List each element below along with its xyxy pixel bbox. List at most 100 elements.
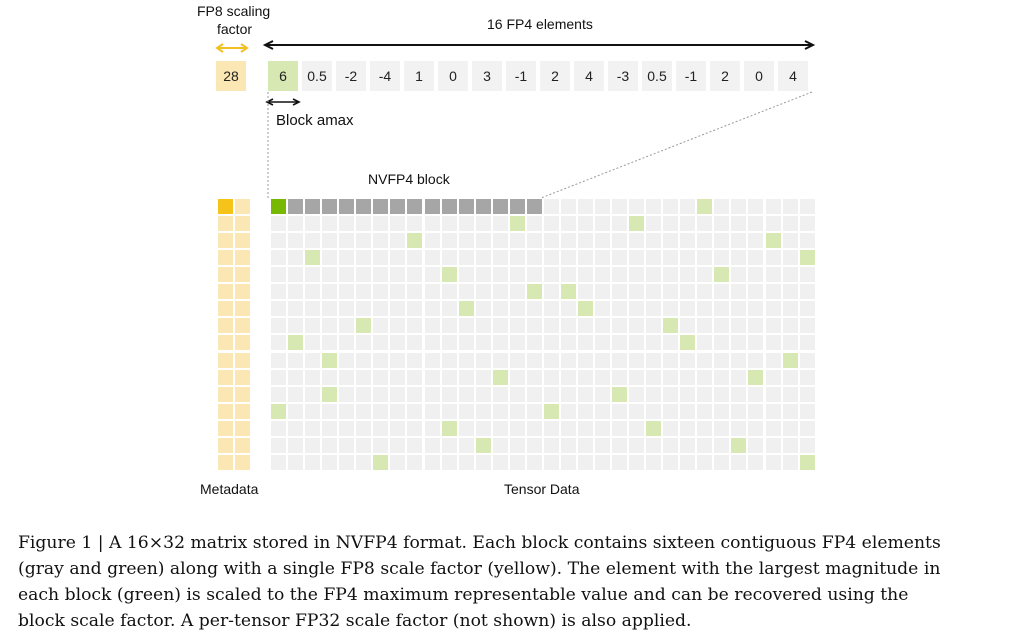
tensor-cell bbox=[305, 386, 321, 402]
tensor-cell bbox=[458, 420, 474, 436]
tensor-cell bbox=[475, 403, 491, 419]
fp4-elements-arrow bbox=[262, 40, 816, 50]
tensor-cell bbox=[475, 369, 491, 385]
tensor-cell bbox=[799, 199, 815, 214]
tensor-cell bbox=[356, 369, 372, 385]
tensor-cell bbox=[475, 284, 491, 300]
tensor-cell bbox=[663, 335, 679, 351]
tensor-cell bbox=[271, 216, 286, 232]
tensor-cell bbox=[765, 386, 781, 402]
tensor-cell bbox=[339, 267, 355, 283]
tensor-data-label: Tensor Data bbox=[504, 481, 580, 497]
tensor-cell bbox=[305, 284, 321, 300]
tensor-cell bbox=[424, 216, 440, 232]
tensor-cell bbox=[492, 352, 508, 368]
tensor-cell bbox=[407, 369, 423, 385]
tensor-cell bbox=[782, 437, 798, 453]
tensor-cell bbox=[748, 216, 764, 232]
tensor-cell bbox=[356, 403, 372, 419]
tensor-cell bbox=[543, 216, 559, 232]
block-amax-label: Block amax bbox=[276, 112, 354, 129]
tensor-cell bbox=[373, 216, 389, 232]
tensor-cell bbox=[424, 318, 440, 334]
scale-factor-cell bbox=[218, 284, 233, 300]
tensor-cell bbox=[458, 437, 474, 453]
tensor-cell bbox=[271, 369, 286, 385]
tensor-cell bbox=[714, 233, 730, 249]
tensor-cell bbox=[782, 301, 798, 317]
tensor-cell bbox=[663, 454, 679, 470]
tensor-cell bbox=[560, 437, 576, 453]
tensor-cell bbox=[765, 318, 781, 334]
tensor-cell bbox=[373, 250, 389, 266]
block-amax-cell bbox=[731, 437, 747, 453]
tensor-cell bbox=[288, 437, 304, 453]
tensor-cell bbox=[509, 318, 525, 334]
tensor-cell bbox=[577, 369, 593, 385]
tensor-cell bbox=[441, 301, 457, 317]
tensor-cell bbox=[492, 216, 508, 232]
tensor-cell bbox=[509, 437, 525, 453]
tensor-cell bbox=[663, 352, 679, 368]
scale-factor-cell bbox=[218, 335, 233, 351]
block-value-cell: 2 bbox=[540, 61, 570, 91]
block-amax-cell bbox=[799, 454, 815, 470]
tensor-cell bbox=[322, 335, 338, 351]
scale-factor-cell bbox=[235, 386, 251, 402]
tensor-cell bbox=[305, 216, 321, 232]
block-element-cell bbox=[424, 199, 440, 214]
tensor-cell bbox=[680, 216, 696, 232]
block-amax-cell bbox=[271, 199, 286, 214]
tensor-cell bbox=[629, 403, 644, 419]
tensor-cell bbox=[799, 284, 815, 300]
tensor-cell bbox=[782, 420, 798, 436]
tensor-cell bbox=[714, 420, 730, 436]
tensor-cell bbox=[577, 267, 593, 283]
tensor-cell bbox=[765, 199, 781, 214]
tensor-cell bbox=[782, 216, 798, 232]
tensor-cell bbox=[663, 437, 679, 453]
tensor-cell bbox=[663, 403, 679, 419]
tensor-cell bbox=[322, 250, 338, 266]
tensor-cell bbox=[748, 267, 764, 283]
tensor-cell bbox=[407, 284, 423, 300]
block-amax-cell bbox=[373, 454, 389, 470]
tensor-cell bbox=[407, 267, 423, 283]
tensor-cell bbox=[271, 386, 286, 402]
tensor-cell bbox=[322, 454, 338, 470]
tensor-cell bbox=[629, 301, 644, 317]
scale-factor-cell bbox=[235, 250, 251, 266]
tensor-cell bbox=[680, 284, 696, 300]
tensor-cell bbox=[509, 352, 525, 368]
tensor-cell bbox=[714, 403, 730, 419]
tensor-cell bbox=[390, 369, 406, 385]
tensor-cell bbox=[646, 318, 662, 334]
tensor-cell bbox=[731, 369, 747, 385]
tensor-cell bbox=[799, 386, 815, 402]
tensor-cell bbox=[680, 250, 696, 266]
tensor-cell bbox=[697, 250, 713, 266]
tensor-cell bbox=[322, 233, 338, 249]
tensor-cell bbox=[799, 352, 815, 368]
tensor-cell bbox=[322, 216, 338, 232]
tensor-cell bbox=[305, 437, 321, 453]
block-element-cell bbox=[441, 199, 457, 214]
block-value-cell: 0.5 bbox=[302, 61, 332, 91]
tensor-cell bbox=[526, 403, 542, 419]
tensor-cell bbox=[697, 216, 713, 232]
tensor-cell bbox=[390, 335, 406, 351]
tensor-cell bbox=[595, 267, 610, 283]
caption-line: (gray and green) along with a single FP8… bbox=[18, 559, 941, 579]
tensor-cell bbox=[356, 233, 372, 249]
tensor-cell bbox=[492, 437, 508, 453]
tensor-cell bbox=[646, 199, 662, 214]
tensor-cell bbox=[305, 369, 321, 385]
tensor-cell bbox=[799, 420, 815, 436]
tensor-cell bbox=[441, 386, 457, 402]
tensor-cell bbox=[595, 386, 610, 402]
tensor-cell bbox=[475, 250, 491, 266]
scale-factor-cell bbox=[235, 454, 251, 470]
tensor-cell bbox=[441, 403, 457, 419]
tensor-cell bbox=[646, 267, 662, 283]
tensor-cell bbox=[663, 233, 679, 249]
